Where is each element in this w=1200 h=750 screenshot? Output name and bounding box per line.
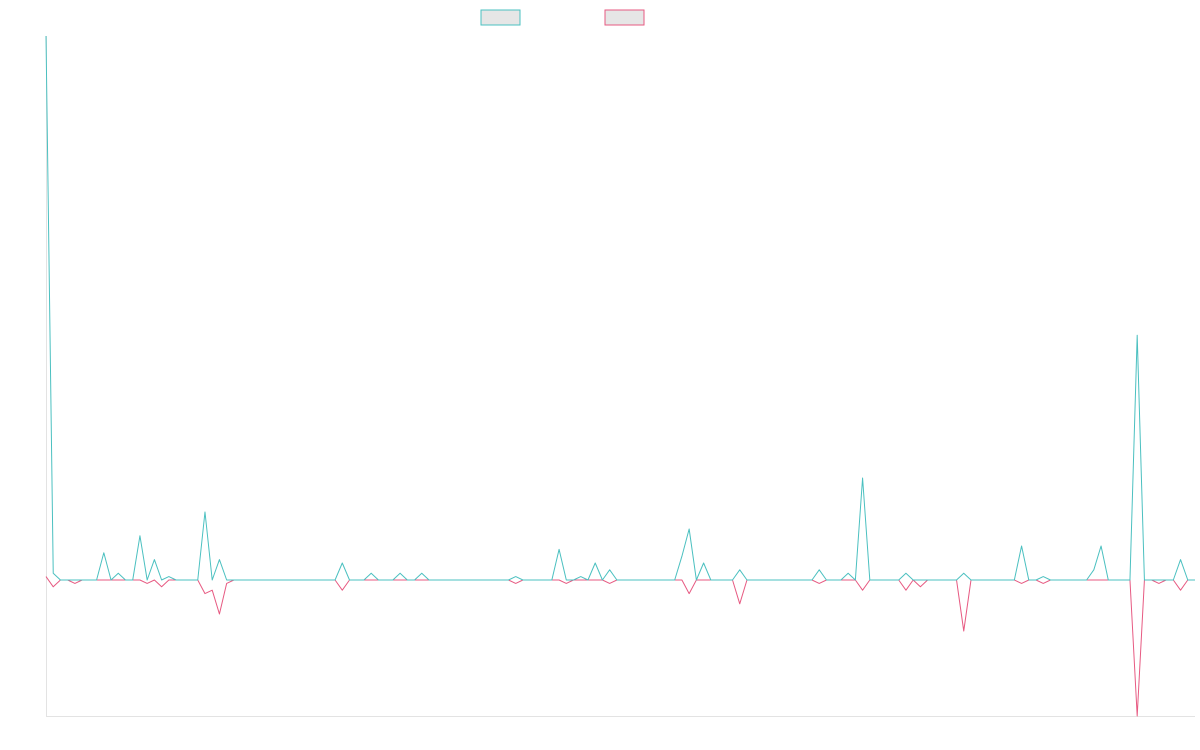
series-1-line (45, 35, 1195, 581)
legend (480, 9, 645, 26)
legend-swatch-series-2[interactable] (604, 9, 645, 26)
legend-swatch-series-1[interactable] (480, 9, 521, 26)
series-2-line (45, 576, 1195, 717)
series-layer (45, 35, 1195, 717)
